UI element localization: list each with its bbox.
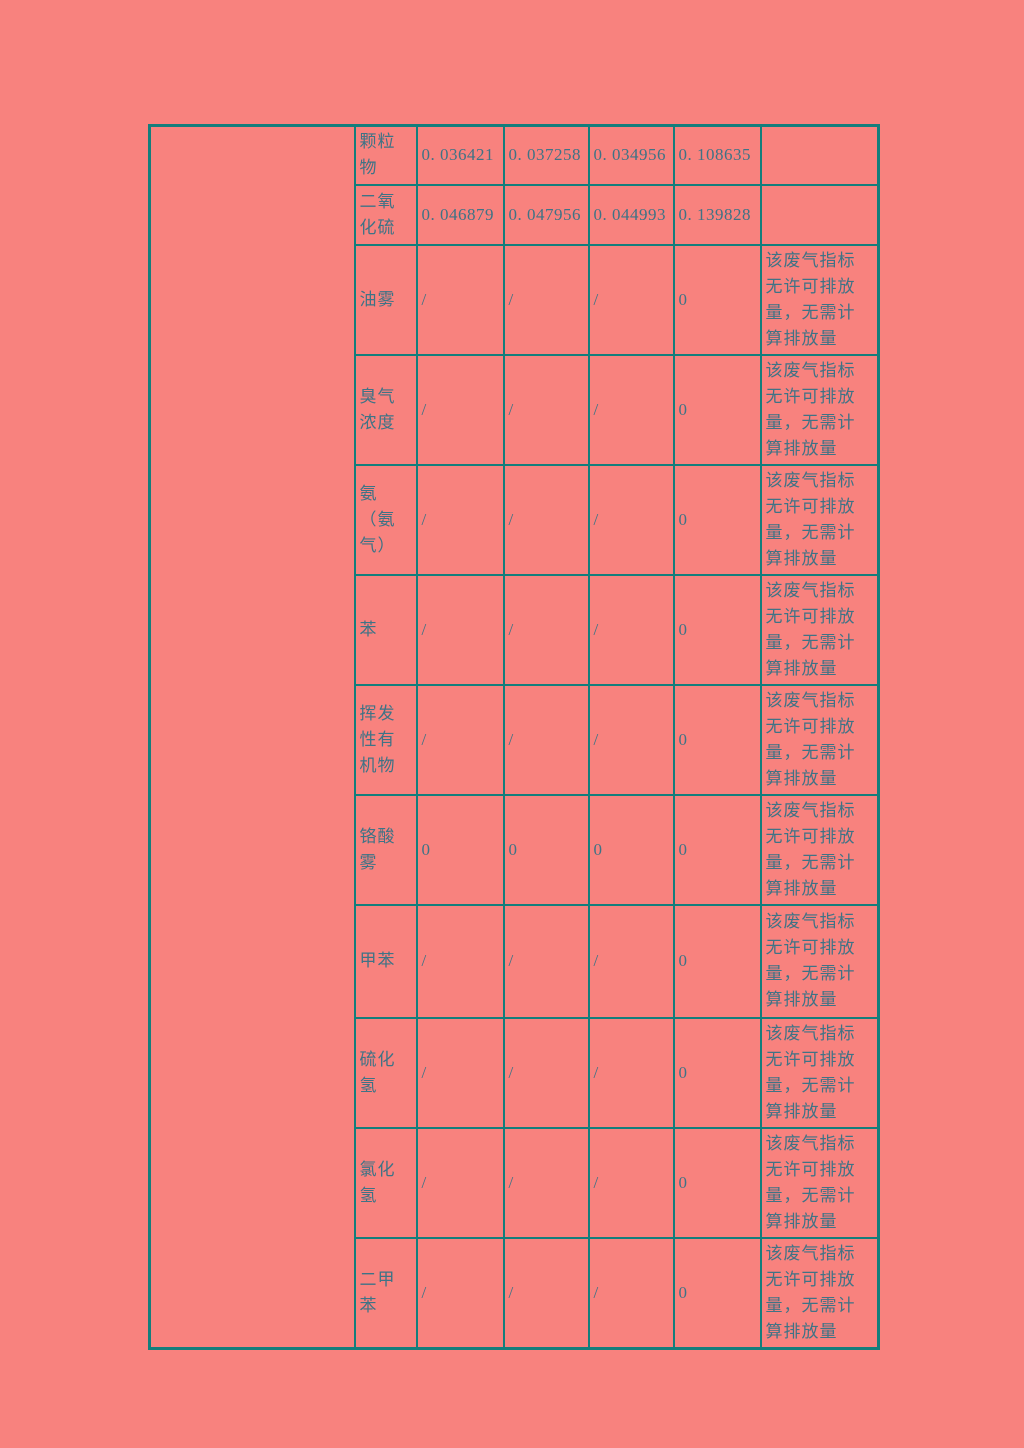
value-cell: / <box>587 573 675 686</box>
remark-cell: 该废气指标无许可排放量，无需计算排放量 <box>759 1126 880 1239</box>
value-cell: 0 <box>672 1236 762 1349</box>
value-cell: / <box>587 683 675 796</box>
value-cell: / <box>415 463 505 576</box>
value-cell: / <box>415 903 505 1019</box>
value-cell: / <box>587 1126 675 1239</box>
value-cell: / <box>415 243 505 356</box>
table-row: 氯化氢 / //0 该废气指标无许可排放量，无需计算排放量 <box>150 1126 880 1239</box>
pollutant-name-cell: 二氧化硫 <box>353 183 418 246</box>
value-cell: 0 <box>672 1016 762 1129</box>
pollutant-name-cell: 颗粒物 <box>353 124 418 186</box>
table-row: 氨（氨气） / //0 该废气指标无许可排放量，无需计算排放量 <box>150 463 880 576</box>
value-cell: 0. 036421 <box>415 124 505 186</box>
value-cell: 0. 044993 <box>587 183 675 246</box>
pollutant-name-cell: 臭气浓度 <box>353 353 418 466</box>
value-cell: / <box>415 683 505 796</box>
value-cell: / <box>502 243 590 356</box>
value-cell: / <box>502 353 590 466</box>
value-cell: 0 <box>672 243 762 356</box>
value-cell: 0 <box>415 793 505 906</box>
table-row: 甲苯 / //0 该废气指标无许可排放量，无需计算排放量 <box>150 903 880 1019</box>
value-cell: 0 <box>587 793 675 906</box>
pollutant-name-cell: 甲苯 <box>353 903 418 1019</box>
remark-cell: 该废气指标无许可排放量，无需计算排放量 <box>759 793 880 906</box>
value-cell: / <box>587 903 675 1019</box>
table-row: 臭气浓度 / //0 该废气指标无许可排放量，无需计算排放量 <box>150 353 880 466</box>
emissions-table-body: 颗粒物 0. 036421 0. 037258 0. 034956 0. 108635 二… <box>148 124 880 1349</box>
value-cell: / <box>502 573 590 686</box>
value-cell: / <box>415 353 505 466</box>
table-row: 硫化氢 / //0 该废气指标无许可排放量，无需计算排放量 <box>150 1016 880 1129</box>
remark-cell: 该废气指标无许可排放量，无需计算排放量 <box>759 243 880 356</box>
value-cell: / <box>502 903 590 1019</box>
value-cell: 0. 108635 <box>672 124 762 186</box>
value-cell: / <box>415 573 505 686</box>
pollutant-name-cell: 硫化氢 <box>353 1016 418 1129</box>
value-cell: 0. 139828 <box>672 183 762 246</box>
remark-cell: 该废气指标无许可排放量，无需计算排放量 <box>759 353 880 466</box>
pollutant-name-cell: 油雾 <box>353 243 418 356</box>
remark-cell: 该废气指标无许可排放量，无需计算排放量 <box>759 573 880 686</box>
value-cell: / <box>587 1236 675 1349</box>
remark-cell: 该废气指标无许可排放量，无需计算排放量 <box>759 903 880 1019</box>
value-cell: / <box>502 683 590 796</box>
merged-left-cell <box>148 124 356 1349</box>
value-cell: / <box>587 353 675 466</box>
value-cell: 0 <box>672 903 762 1019</box>
table-row: 颗粒物 0. 036421 0. 037258 0. 034956 0. 108635 <box>148 124 880 1349</box>
value-cell: 0 <box>672 463 762 576</box>
value-cell: 0 <box>672 1126 762 1239</box>
value-cell: 0 <box>672 573 762 686</box>
pollutant-name-cell: 二甲苯 <box>353 1236 418 1349</box>
remark-cell <box>759 183 880 246</box>
remark-cell: 该废气指标无许可排放量，无需计算排放量 <box>759 1016 880 1129</box>
value-cell: 0. 034956 <box>587 124 675 186</box>
pollutant-name-cell: 氨（氨气） <box>353 463 418 576</box>
table-row: 苯 / //0 该废气指标无许可排放量，无需计算排放量 <box>150 573 880 686</box>
value-cell: 0. 046879 <box>415 183 505 246</box>
value-cell: / <box>502 1016 590 1129</box>
remark-cell <box>759 124 880 186</box>
value-cell: / <box>587 463 675 576</box>
value-cell: 0 <box>672 683 762 796</box>
value-cell: 0 <box>672 793 762 906</box>
value-cell: / <box>502 463 590 576</box>
pollutant-name-cell: 苯 <box>353 573 418 686</box>
value-cell: / <box>415 1016 505 1129</box>
value-cell: / <box>415 1126 505 1239</box>
table-row: 挥发性有机物 / //0 该废气指标无许可排放量，无需计算排放量 <box>150 683 880 796</box>
value-cell: / <box>502 1236 590 1349</box>
remark-cell: 该废气指标无许可排放量，无需计算排放量 <box>759 683 880 796</box>
pollutant-name-cell: 挥发性有机物 <box>353 683 418 796</box>
table-row: 二氧化硫 0. 046879 0. 047956 0. 044993 0. 139828 <box>150 183 880 246</box>
value-cell: 0. 037258 <box>502 124 590 186</box>
pollutant-name-cell: 氯化氢 <box>353 1126 418 1239</box>
pollutant-name-cell: 铬酸雾 <box>353 793 418 906</box>
value-cell: / <box>415 1236 505 1349</box>
table-row: 二甲苯 / //0 该废气指标无许可排放量，无需计算排放量 <box>150 1236 880 1349</box>
value-cell: 0. 047956 <box>502 183 590 246</box>
table-row: 油雾 / //0 该废气指标无许可排放量，无需计算排放量 <box>150 243 880 356</box>
emissions-table: 颗粒物 0. 036421 0. 037258 0. 034956 0. 108635 二… <box>148 124 880 1350</box>
remark-cell: 该废气指标无许可排放量，无需计算排放量 <box>759 1236 880 1349</box>
remark-cell: 该废气指标无许可排放量，无需计算排放量 <box>759 463 880 576</box>
value-cell: / <box>587 1016 675 1129</box>
value-cell: 0 <box>672 353 762 466</box>
value-cell: 0 <box>502 793 590 906</box>
value-cell: / <box>502 1126 590 1239</box>
table-row: 铬酸雾 0 0 0 0 该废气指标无许可排放量，无需计算排放量 <box>150 793 880 906</box>
value-cell: / <box>587 243 675 356</box>
